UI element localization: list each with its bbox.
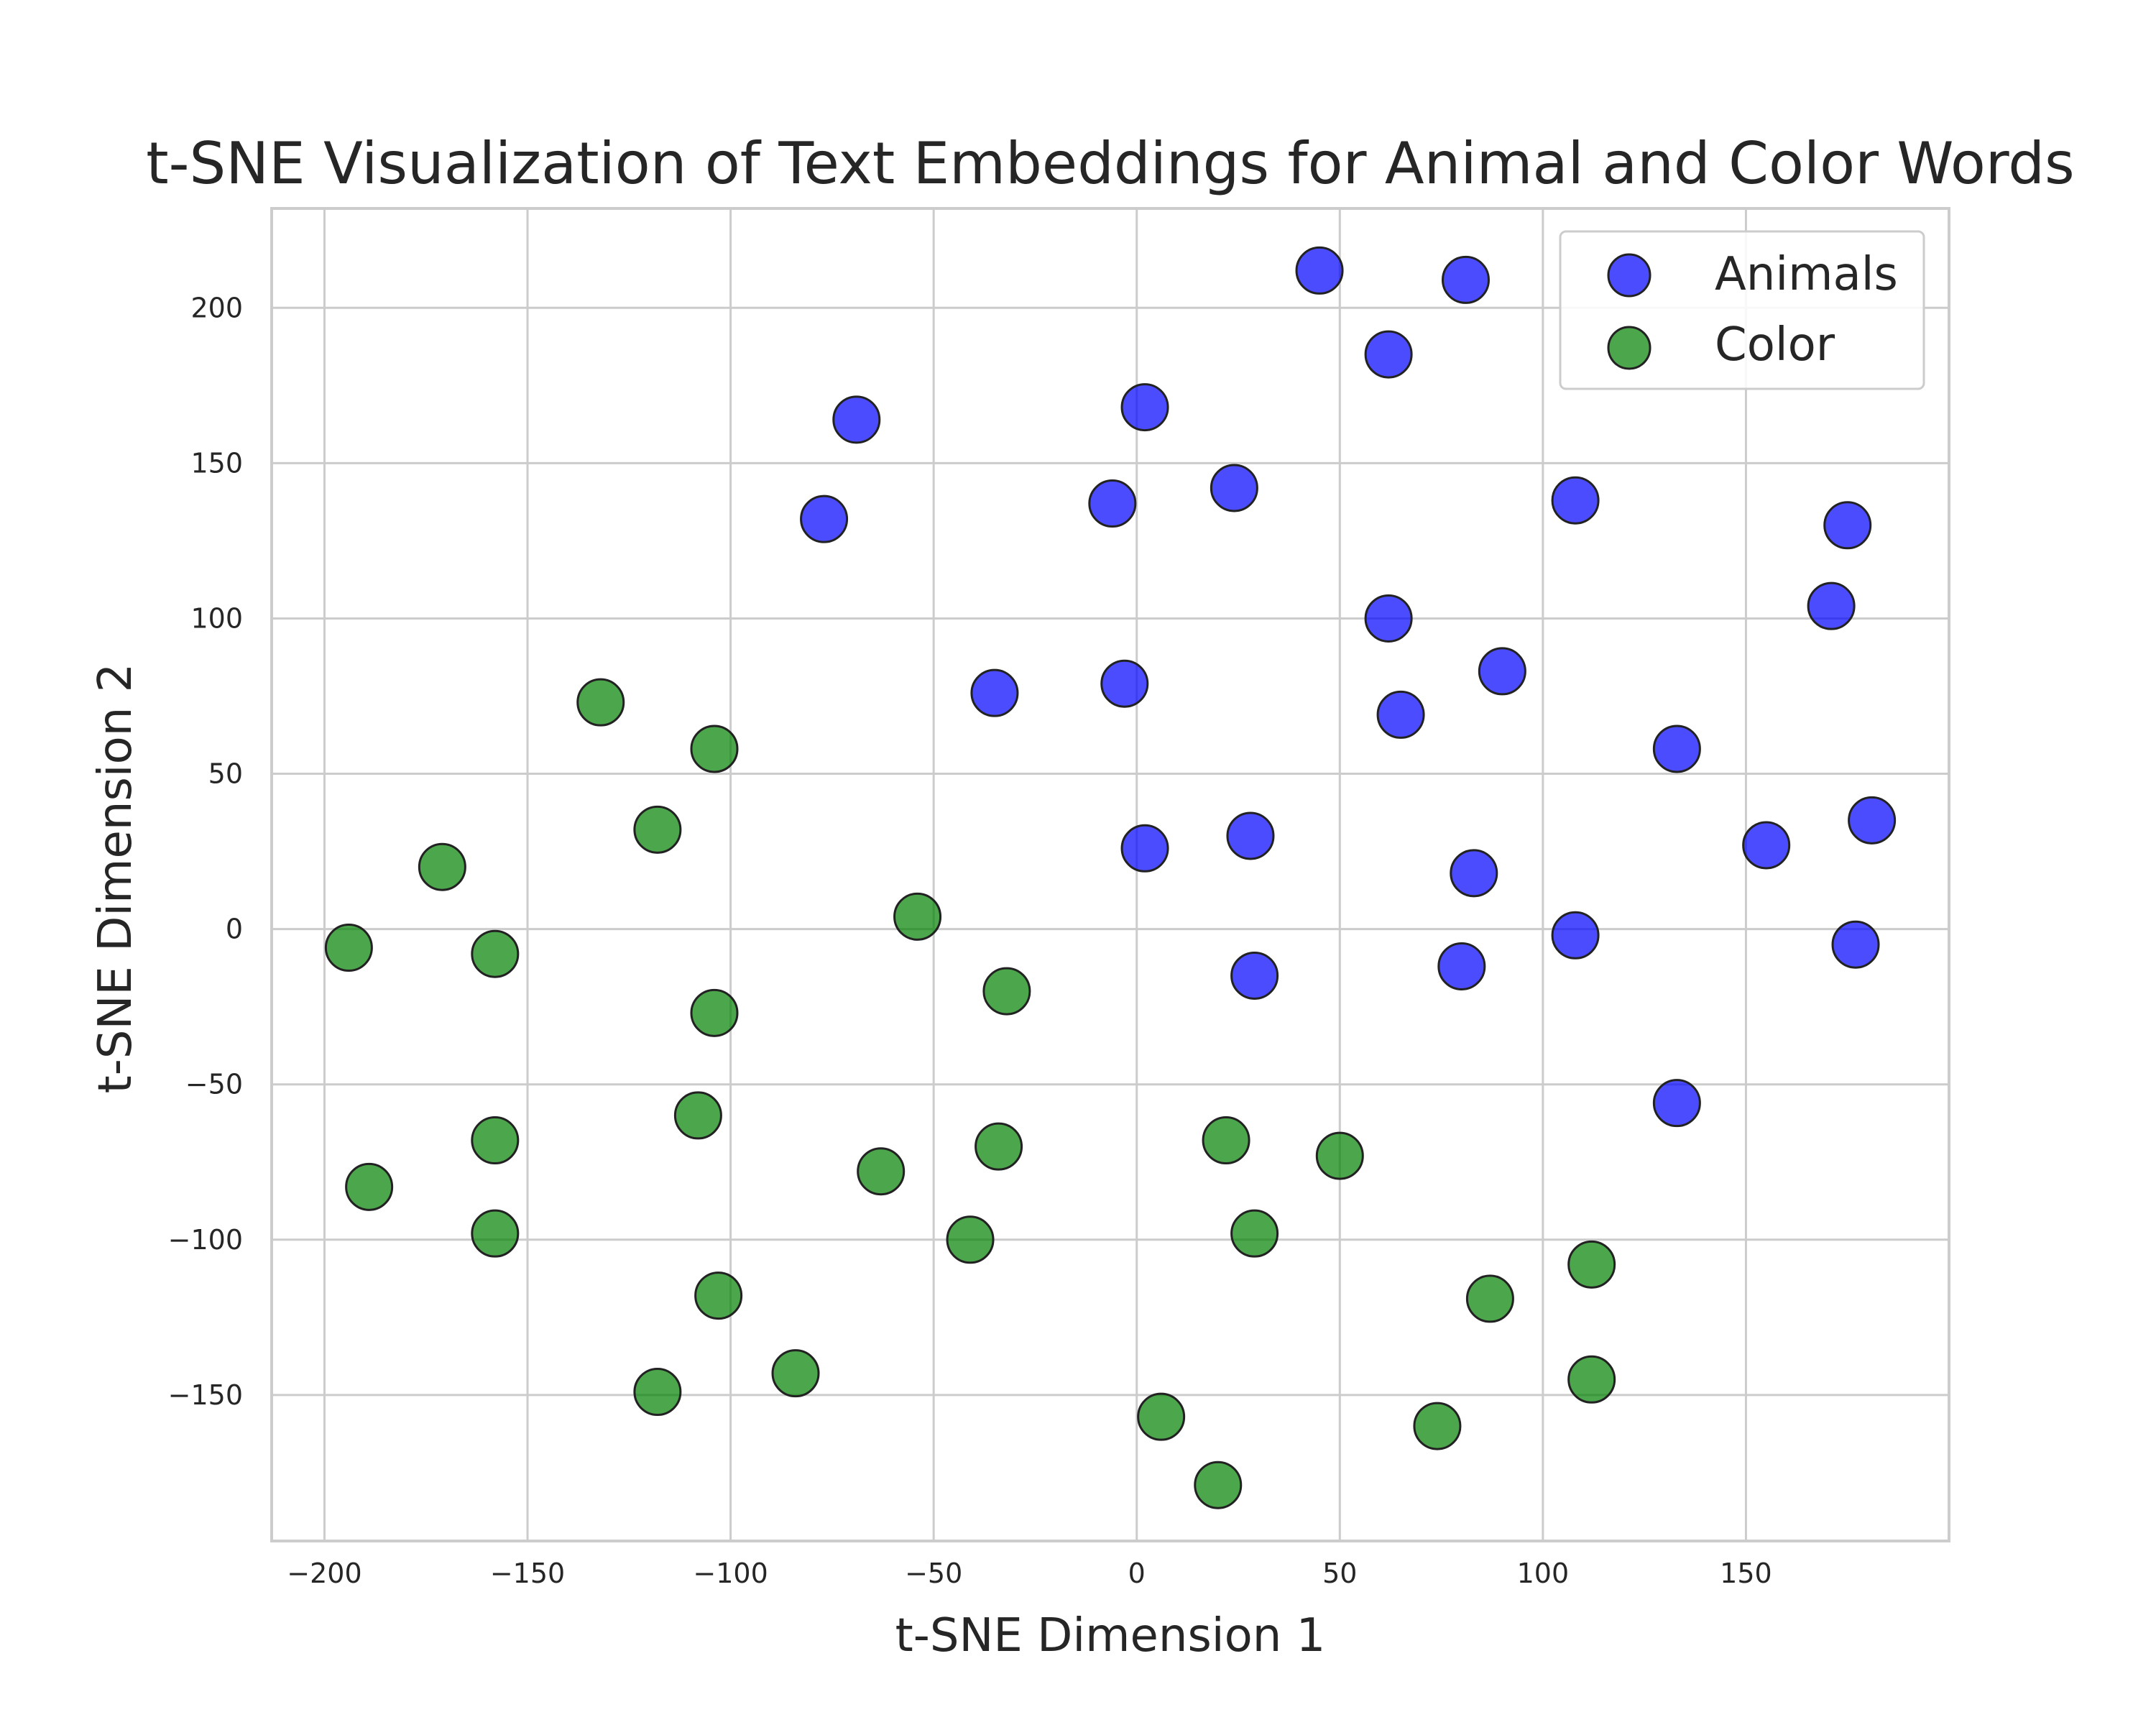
data-points [324, 246, 1897, 1509]
chart-title: t-SNE Visualization of Text Embeddings f… [146, 130, 2074, 197]
color-point [1202, 1116, 1250, 1165]
animals-point [1478, 647, 1526, 696]
x-tick-label: 100 [1517, 1558, 1570, 1589]
color-point [345, 1162, 394, 1211]
color-point [1567, 1355, 1616, 1404]
x-tick-label: 50 [1322, 1558, 1357, 1589]
color-point [471, 1116, 520, 1165]
x-tick-label: −150 [490, 1558, 565, 1589]
legend-marker-animals [1607, 253, 1651, 298]
color-point [324, 924, 373, 972]
animals-point [1831, 920, 1880, 969]
y-tick-label: −150 [168, 1379, 243, 1411]
color-point [771, 1349, 820, 1398]
color-point [1194, 1460, 1243, 1509]
y-axis-label: t-SNE Dimension 2 [89, 663, 142, 1094]
color-point [982, 967, 1031, 1016]
animals-point [1437, 942, 1486, 990]
animals-point [1742, 821, 1791, 870]
animals-point [800, 494, 849, 543]
animals-point [1364, 330, 1413, 379]
color-point [946, 1215, 995, 1264]
color-point [1137, 1392, 1186, 1441]
color-point [576, 678, 625, 727]
y-tick-label: 200 [190, 292, 243, 323]
animals-point [1551, 911, 1600, 960]
x-tick-label: −50 [905, 1558, 962, 1589]
animals-point [1652, 724, 1701, 773]
animals-point [1100, 659, 1149, 708]
animals-point [1364, 594, 1413, 643]
color-point [690, 724, 739, 773]
y-tick-label: 150 [190, 447, 243, 479]
animals-point [1450, 849, 1498, 898]
color-point [633, 805, 682, 854]
y-tick-label: −100 [168, 1224, 243, 1256]
x-tick-labels: −200 −150 −100 −50 0 50 100 150 [287, 1558, 1772, 1589]
animals-point [1848, 796, 1897, 845]
animals-point [1551, 476, 1600, 525]
y-tick-label: 0 [226, 914, 243, 945]
animals-point [1376, 690, 1425, 739]
animals-point [1441, 255, 1490, 304]
color-point [418, 842, 466, 891]
y-tick-labels: −150 −100 −50 0 50 100 150 200 [168, 292, 243, 1411]
color-point [1315, 1131, 1364, 1180]
color-point [694, 1271, 743, 1320]
color-point [1567, 1240, 1616, 1289]
x-tick-label: −100 [693, 1558, 768, 1589]
y-tick-label: 50 [208, 758, 243, 790]
animals-point [1120, 383, 1169, 432]
color-point [1413, 1402, 1462, 1450]
animals-point [832, 395, 881, 444]
y-tick-label: 100 [190, 602, 243, 634]
plot-frame [270, 207, 1950, 1542]
color-point [1465, 1274, 1514, 1323]
color-point [690, 988, 739, 1037]
x-tick-label: 0 [1128, 1558, 1146, 1589]
color-point [633, 1368, 682, 1417]
animals-point [1652, 1079, 1701, 1128]
color-point [893, 892, 942, 941]
color-point [975, 1122, 1023, 1171]
color-point [857, 1147, 906, 1196]
color-point [1230, 1209, 1279, 1258]
color-point [673, 1091, 722, 1140]
animals-point [1088, 479, 1137, 528]
legend-box [1559, 230, 1925, 390]
legend-label-animals: Animals [1715, 248, 1898, 301]
animals-point [1823, 501, 1872, 550]
animals-point [1295, 246, 1344, 295]
legend-label-color: Color [1715, 318, 1835, 372]
animals-point [1226, 811, 1275, 860]
animals-point [1230, 951, 1279, 1000]
animals-point [1807, 581, 1856, 630]
animals-point [1210, 464, 1258, 512]
x-tick-label: 150 [1720, 1558, 1772, 1589]
legend-marker-color [1607, 326, 1651, 370]
y-tick-label: −50 [185, 1069, 243, 1100]
color-point [471, 929, 520, 978]
animals-point [970, 668, 1019, 717]
legend: Animals Color [1559, 230, 1925, 390]
animals-point [1120, 824, 1169, 873]
x-axis-label: t-SNE Dimension 1 [895, 1609, 1326, 1662]
color-point [471, 1209, 520, 1258]
x-tick-label: −200 [287, 1558, 361, 1589]
